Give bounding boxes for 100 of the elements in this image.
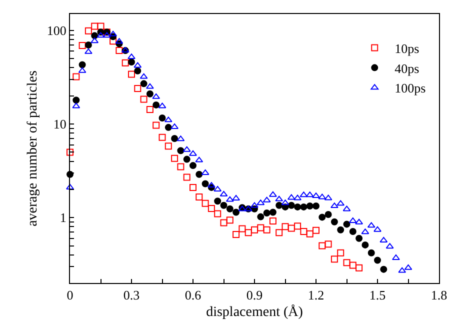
point	[110, 38, 117, 45]
point	[288, 202, 295, 209]
point	[78, 61, 86, 68]
point	[183, 156, 190, 163]
legend-label: 100ps	[394, 80, 426, 96]
point	[164, 116, 172, 122]
y-tick-label: 100	[46, 23, 66, 38]
point	[195, 156, 204, 162]
point	[214, 210, 222, 218]
point	[244, 229, 252, 236]
point	[146, 83, 154, 89]
point	[91, 32, 98, 40]
point	[398, 267, 406, 273]
point	[226, 196, 234, 202]
point	[324, 194, 332, 200]
point	[275, 196, 284, 202]
point	[220, 202, 228, 209]
point	[232, 230, 240, 238]
point	[78, 67, 86, 73]
point	[102, 32, 111, 38]
point	[349, 228, 356, 236]
point	[337, 226, 344, 234]
x-axis-title: displacement (Å)	[206, 304, 304, 320]
point	[171, 154, 178, 162]
point	[262, 196, 271, 202]
x-tick-label: 1.8	[430, 288, 448, 303]
point	[349, 262, 356, 269]
point	[312, 202, 320, 210]
point	[183, 174, 190, 181]
point	[380, 266, 388, 273]
point	[176, 136, 185, 142]
point	[362, 241, 369, 248]
point	[158, 102, 166, 108]
point	[189, 150, 197, 156]
point	[256, 200, 265, 206]
point	[140, 80, 148, 88]
point	[158, 134, 166, 141]
point	[356, 264, 363, 272]
point	[128, 70, 135, 78]
point	[330, 256, 338, 263]
point	[201, 169, 210, 175]
point	[128, 54, 136, 60]
point	[251, 226, 258, 234]
point	[355, 218, 364, 224]
point	[374, 256, 381, 264]
point	[368, 249, 375, 256]
point	[257, 224, 264, 232]
point	[294, 222, 302, 230]
point	[84, 27, 92, 34]
point	[158, 114, 166, 122]
point	[380, 236, 388, 242]
point	[294, 194, 302, 200]
point	[202, 200, 209, 207]
point	[109, 30, 118, 36]
x-tick-label: 0.9	[246, 288, 263, 303]
point	[128, 58, 135, 66]
point	[140, 73, 148, 79]
point	[306, 192, 314, 198]
point	[312, 226, 320, 234]
y-axis-title: average number of particles	[26, 70, 40, 226]
point	[164, 124, 172, 131]
point	[300, 203, 308, 210]
point	[220, 219, 228, 226]
point	[96, 32, 105, 38]
point	[140, 96, 148, 103]
point	[66, 184, 74, 190]
point	[282, 223, 289, 230]
point	[182, 146, 191, 152]
point	[300, 192, 308, 198]
point	[250, 202, 258, 208]
x-tick-label: 1.2	[308, 288, 324, 303]
point	[324, 210, 332, 218]
point	[164, 142, 172, 150]
point	[177, 147, 184, 154]
point	[343, 259, 350, 266]
point	[238, 225, 246, 232]
point	[214, 198, 222, 205]
point	[374, 226, 382, 232]
point	[269, 208, 276, 216]
legend-label: 10ps	[394, 40, 420, 56]
point	[281, 200, 290, 206]
point	[177, 163, 184, 170]
point	[348, 217, 357, 223]
point	[269, 217, 276, 224]
point	[220, 190, 228, 196]
point	[318, 214, 326, 221]
point	[152, 93, 160, 99]
x-tick-label: 0.6	[184, 288, 202, 303]
point	[226, 205, 234, 212]
point	[196, 194, 203, 201]
point	[330, 202, 338, 208]
point	[263, 226, 270, 234]
point	[170, 123, 179, 129]
point	[300, 228, 308, 236]
point	[386, 243, 394, 249]
y-tick-label: 1	[60, 210, 66, 226]
point	[268, 191, 277, 197]
point	[190, 184, 196, 191]
point	[356, 234, 363, 242]
point	[318, 194, 326, 200]
